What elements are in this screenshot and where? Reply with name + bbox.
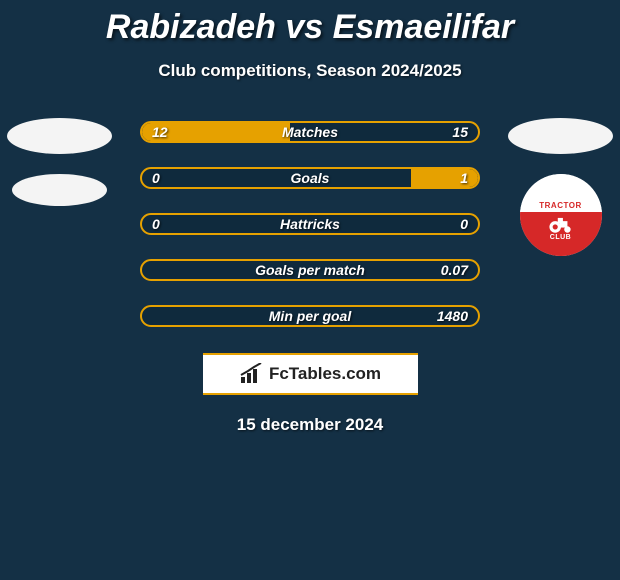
stat-value-left: 0: [152, 216, 160, 232]
stat-value-right: 1480: [437, 308, 468, 324]
player-badge-placeholder: [508, 118, 613, 154]
stat-bar-gpm: Goals per match 0.07: [140, 259, 480, 281]
stat-bar-hattricks: 0 Hattricks 0: [140, 213, 480, 235]
stat-label: Goals: [291, 170, 330, 186]
subtitle: Club competitions, Season 2024/2025: [0, 61, 620, 81]
stat-value-right: 15: [452, 124, 468, 140]
stat-bar-mpg: Min per goal 1480: [140, 305, 480, 327]
stat-label: Goals per match: [255, 262, 365, 278]
stat-value-left: 12: [152, 124, 168, 140]
stats-bars: 12 Matches 15 0 Goals 1 0 Hattricks 0 Go…: [140, 121, 480, 327]
bars-icon: [239, 363, 263, 385]
left-player-column: [2, 118, 117, 206]
stat-label: Matches: [282, 124, 338, 140]
stat-value-left: 0: [152, 170, 160, 186]
stat-bar-matches: 12 Matches 15: [140, 121, 480, 143]
stat-label: Min per goal: [269, 308, 351, 324]
player-badge-placeholder: [7, 118, 112, 154]
date-text: 15 december 2024: [0, 415, 620, 435]
stat-value-right: 0.07: [441, 262, 468, 278]
club-badge-tractor: TRACTOR CLUB: [520, 174, 602, 256]
club-badge-bottom-text: CLUB: [550, 234, 571, 241]
stat-label: Hattricks: [280, 216, 340, 232]
site-logo-text: FcTables.com: [269, 364, 381, 384]
stat-value-right: 1: [460, 170, 468, 186]
right-player-column: TRACTOR CLUB: [503, 118, 618, 256]
page-title: Rabizadeh vs Esmaeilifar: [0, 0, 620, 47]
site-logo-box[interactable]: FcTables.com: [203, 353, 418, 395]
stat-value-right: 0: [460, 216, 468, 232]
stat-bar-goals: 0 Goals 1: [140, 167, 480, 189]
club-badge-placeholder: [12, 174, 107, 206]
club-badge-top-text: TRACTOR: [520, 174, 602, 212]
tractor-icon: [548, 216, 574, 234]
